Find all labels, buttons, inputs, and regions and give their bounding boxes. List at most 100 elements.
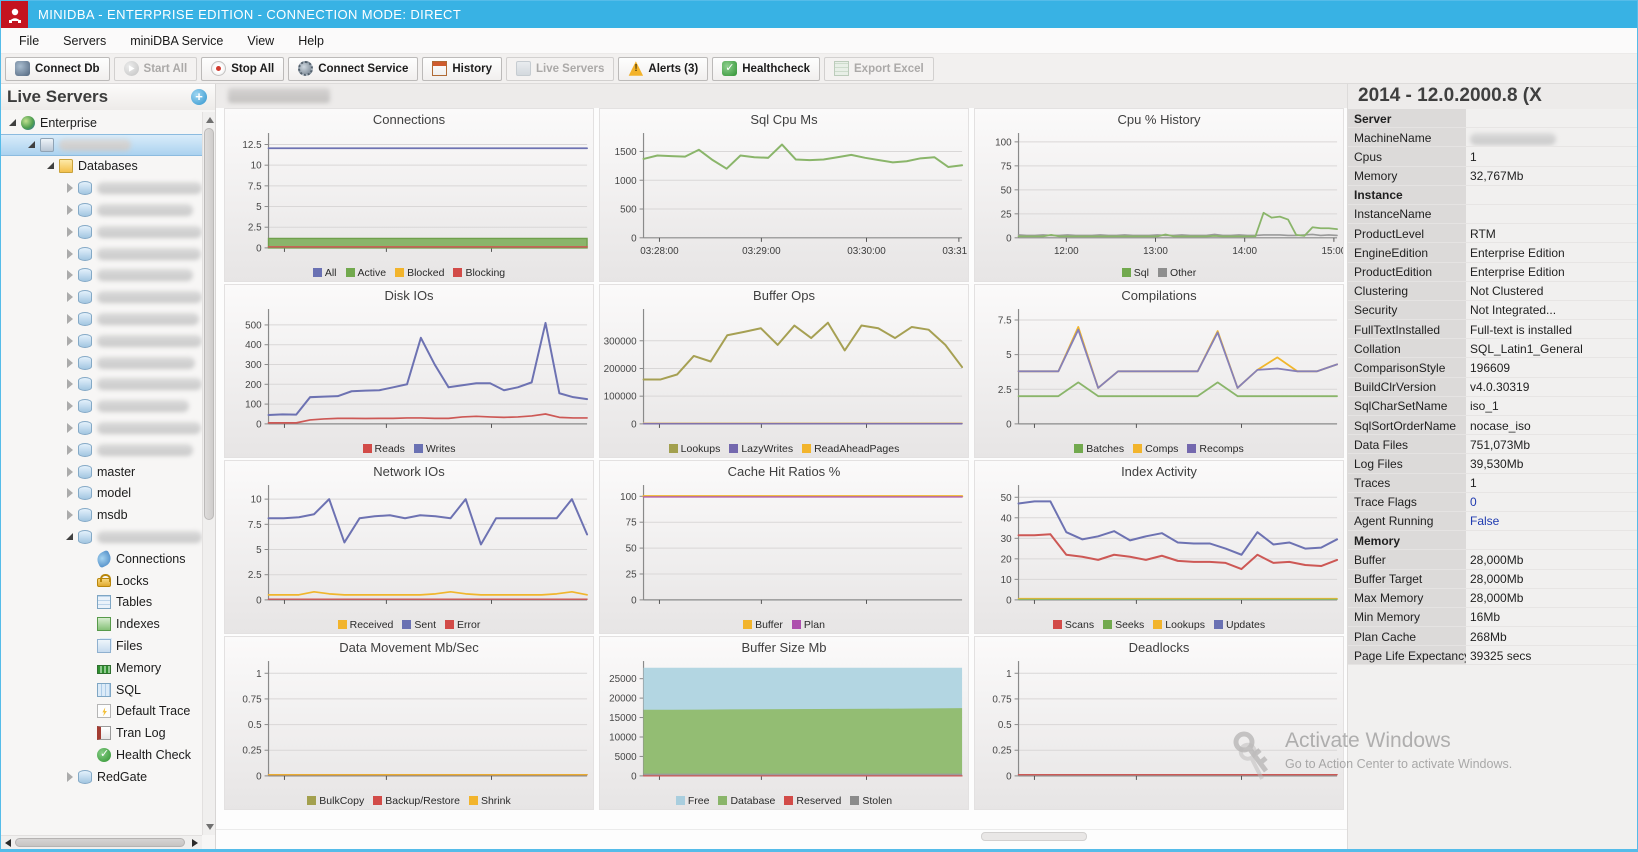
stop-all-button[interactable]: Stop All bbox=[201, 56, 285, 81]
property-value: 196609 bbox=[1466, 358, 1637, 378]
tree-item-redacted[interactable] bbox=[1, 417, 202, 439]
menu-view[interactable]: View bbox=[247, 33, 275, 48]
svg-text:0: 0 bbox=[256, 771, 262, 782]
property-value[interactable]: 0 bbox=[1466, 492, 1637, 512]
tree-item-redacted[interactable] bbox=[1, 133, 202, 156]
connect-db-button[interactable]: Connect Db bbox=[5, 56, 110, 81]
tree-item-redgate[interactable]: RedGate bbox=[1, 766, 202, 788]
expander-collapsed-icon[interactable] bbox=[64, 444, 76, 456]
server-tree: Enterprise Databases master model msdb Connec… bbox=[1, 112, 202, 835]
expander-collapsed-icon[interactable] bbox=[64, 335, 76, 347]
expander-collapsed-icon[interactable] bbox=[64, 291, 76, 303]
legend-item-shrink: Shrink bbox=[468, 795, 511, 807]
scrollbar-thumb[interactable] bbox=[15, 838, 185, 847]
scroll-down-icon[interactable] bbox=[206, 824, 214, 830]
history-button[interactable]: History bbox=[422, 56, 502, 81]
svg-text:0.25: 0.25 bbox=[992, 746, 1012, 757]
expander-collapsed-icon[interactable] bbox=[64, 400, 76, 412]
property-value: Not Integrated... bbox=[1466, 300, 1637, 321]
expander-collapsed-icon[interactable] bbox=[64, 357, 76, 369]
main-horizontal-scrollbar[interactable] bbox=[216, 829, 1347, 842]
expander-collapsed-icon[interactable] bbox=[64, 378, 76, 390]
tree-item-sql[interactable]: SQL bbox=[1, 679, 202, 701]
legend-item-bulkcopy: BulkCopy bbox=[307, 795, 364, 807]
connect-service-button[interactable]: Connect Service bbox=[288, 56, 419, 81]
scroll-left-icon[interactable] bbox=[5, 839, 11, 847]
redacted-label bbox=[97, 313, 199, 326]
expander-expanded-icon[interactable] bbox=[45, 160, 57, 172]
expander-collapsed-icon[interactable] bbox=[64, 248, 76, 260]
svg-text:7.5: 7.5 bbox=[248, 520, 262, 531]
tree-item-redacted[interactable] bbox=[1, 395, 202, 417]
tree-item-master[interactable]: master bbox=[1, 461, 202, 483]
tree-item-databases[interactable]: Databases bbox=[1, 156, 202, 178]
db-icon bbox=[78, 508, 92, 523]
expander-expanded-icon[interactable] bbox=[26, 139, 38, 151]
expander-collapsed-icon[interactable] bbox=[64, 509, 76, 521]
db-icon bbox=[78, 268, 92, 283]
expander-collapsed-icon[interactable] bbox=[64, 771, 76, 783]
healthcheck-button[interactable]: Healthcheck bbox=[712, 56, 821, 81]
menu-file[interactable]: File bbox=[19, 33, 40, 48]
history-icon bbox=[432, 61, 448, 76]
tree-item-redacted[interactable] bbox=[1, 199, 202, 221]
tree-item-redacted[interactable] bbox=[1, 330, 202, 352]
tree-item-model[interactable]: model bbox=[1, 483, 202, 505]
menu-help[interactable]: Help bbox=[298, 33, 324, 48]
expander-collapsed-icon[interactable] bbox=[64, 182, 76, 194]
menu-servers[interactable]: Servers bbox=[63, 33, 107, 48]
active-tab[interactable] bbox=[228, 88, 330, 103]
legend-swatch-icon bbox=[337, 619, 347, 629]
tree-item-redacted[interactable] bbox=[1, 308, 202, 330]
expander-collapsed-icon[interactable] bbox=[64, 466, 76, 478]
scroll-right-icon[interactable] bbox=[192, 839, 198, 847]
tree-item-redacted[interactable] bbox=[1, 374, 202, 396]
chart-title: Connections bbox=[372, 112, 446, 127]
db-icon bbox=[78, 464, 92, 479]
legend-item-reserved: Reserved bbox=[784, 795, 841, 807]
tree-item-health-check[interactable]: Health Check bbox=[1, 744, 202, 766]
tree-item-tables[interactable]: Tables bbox=[1, 592, 202, 614]
tree-item-files[interactable]: Files bbox=[1, 635, 202, 657]
tree-item-redacted[interactable] bbox=[1, 243, 202, 265]
tree-item-redacted[interactable] bbox=[1, 221, 202, 243]
scrollbar-thumb[interactable] bbox=[204, 128, 214, 520]
scroll-up-icon[interactable] bbox=[206, 117, 214, 123]
tree-item-label: master bbox=[97, 464, 136, 479]
tree-item-tran-log[interactable]: Tran Log bbox=[1, 722, 202, 744]
tree-item-redacted[interactable] bbox=[1, 265, 202, 287]
tree-item-redacted[interactable] bbox=[1, 526, 202, 548]
tree-item-default-trace[interactable]: Default Trace bbox=[1, 701, 202, 723]
expander-collapsed-icon[interactable] bbox=[64, 313, 76, 325]
tree-item-redacted[interactable] bbox=[1, 352, 202, 374]
chart-title: Deadlocks bbox=[1128, 640, 1190, 655]
tree-item-locks[interactable]: Locks bbox=[1, 570, 202, 592]
sidebar-vertical-scrollbar[interactable] bbox=[202, 112, 215, 835]
expander-expanded-icon[interactable] bbox=[64, 531, 76, 543]
chart-legend: Buffer Plan bbox=[600, 616, 968, 633]
tree-item-enterprise[interactable]: Enterprise bbox=[1, 112, 202, 134]
tree-item-redacted[interactable] bbox=[1, 286, 202, 308]
alerts-3-button[interactable]: Alerts (3) bbox=[618, 56, 709, 81]
tree-item-connections[interactable]: Connections bbox=[1, 548, 202, 570]
expander-collapsed-icon[interactable] bbox=[64, 422, 76, 434]
add-server-button[interactable]: + bbox=[191, 89, 207, 105]
tree-item-indexes[interactable]: Indexes bbox=[1, 613, 202, 635]
tree-item-redacted[interactable] bbox=[1, 177, 202, 199]
expander-expanded-icon[interactable] bbox=[7, 117, 19, 129]
expander-collapsed-icon[interactable] bbox=[64, 204, 76, 216]
expander-collapsed-icon[interactable] bbox=[64, 226, 76, 238]
tree-item-msdb[interactable]: msdb bbox=[1, 504, 202, 526]
expander-collapsed-icon[interactable] bbox=[64, 269, 76, 281]
tree-item-memory[interactable]: Memory bbox=[1, 657, 202, 679]
chart-title: Disk IOs bbox=[384, 288, 434, 303]
tree-item-redacted[interactable] bbox=[1, 439, 202, 461]
property-value[interactable]: False bbox=[1466, 511, 1637, 532]
property-label: Agent Running bbox=[1348, 511, 1466, 532]
tree-item-label: Tables bbox=[116, 595, 153, 610]
chart-deadlocks: Deadlocks 0 0.25 0.5 0.75 1 bbox=[974, 636, 1344, 810]
scrollbar-thumb[interactable] bbox=[981, 832, 1087, 841]
expander-collapsed-icon[interactable] bbox=[64, 487, 76, 499]
menu-minidba-service[interactable]: miniDBA Service bbox=[130, 33, 224, 48]
sidebar-horizontal-scrollbar[interactable] bbox=[1, 835, 202, 849]
